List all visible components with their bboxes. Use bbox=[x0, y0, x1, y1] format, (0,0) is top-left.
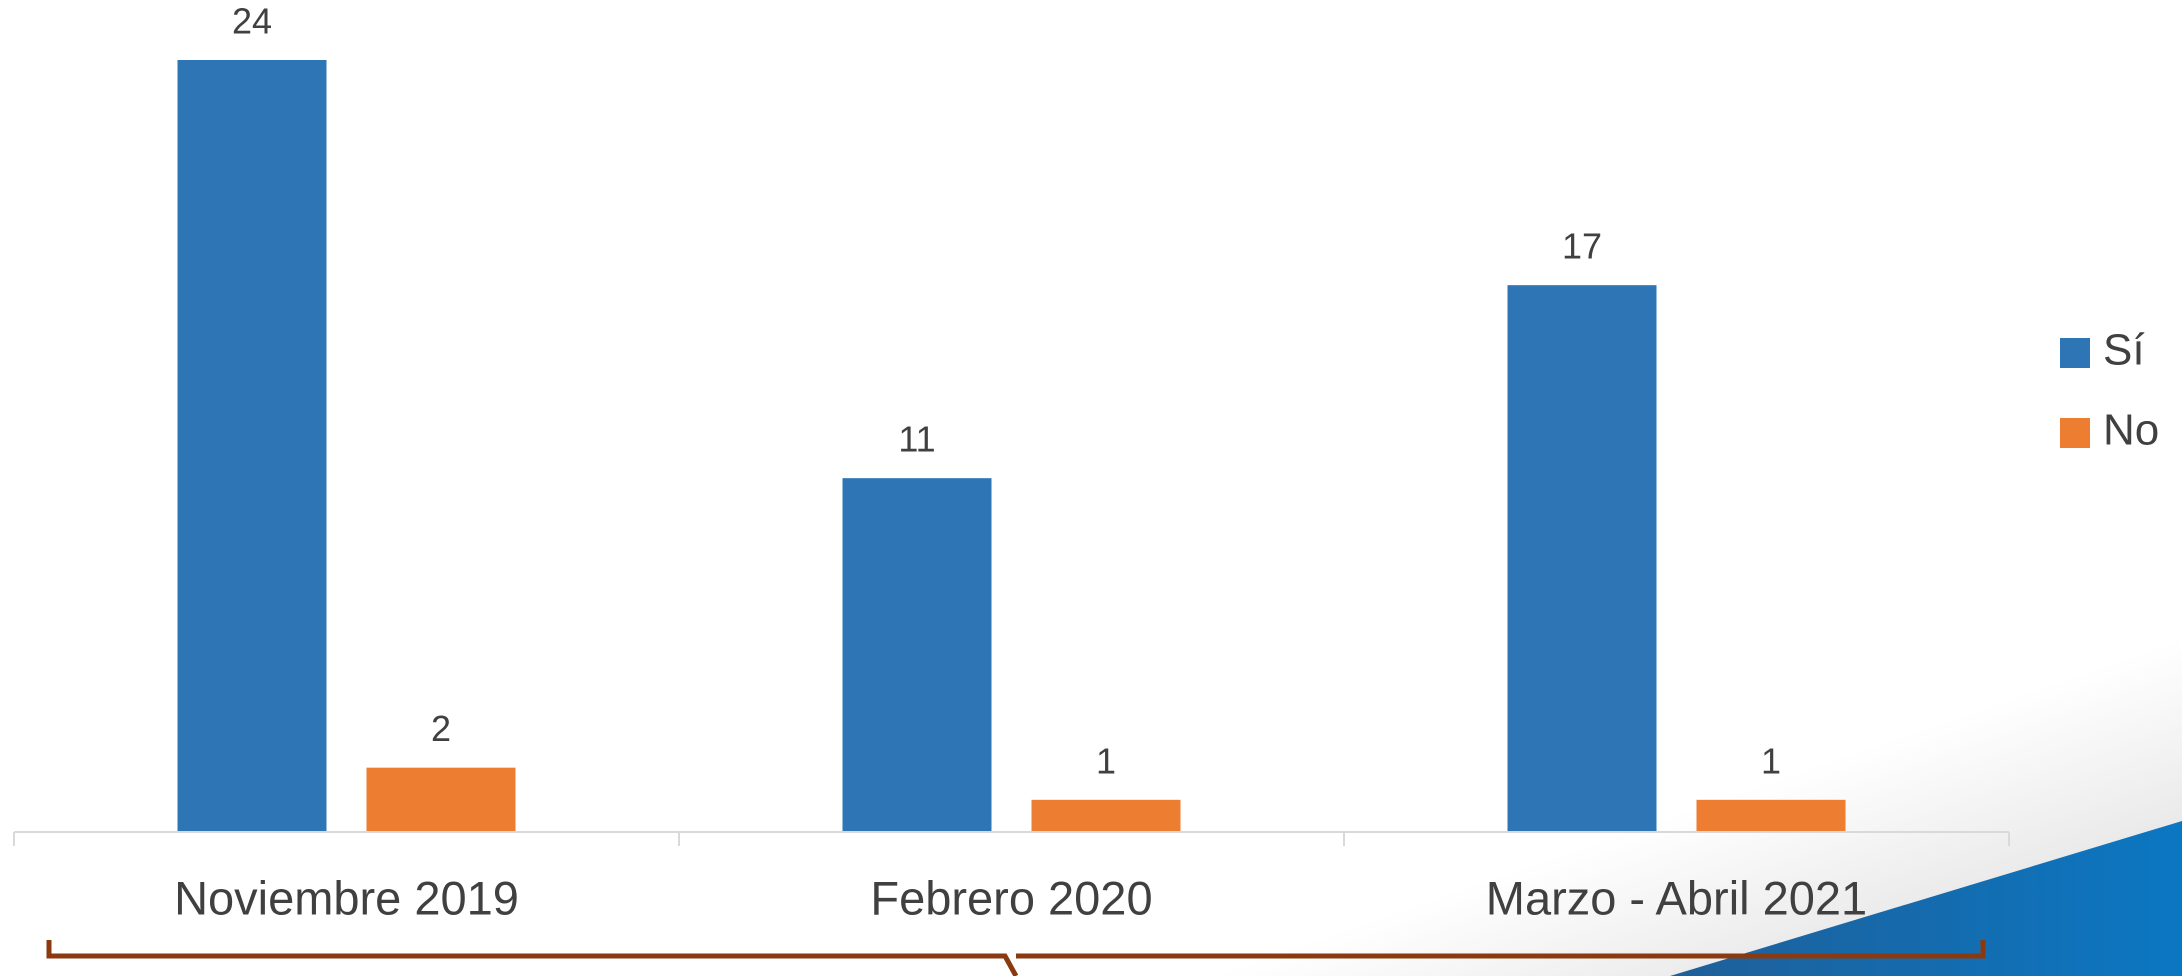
x-tick-label: Noviembre 2019 bbox=[174, 871, 519, 924]
x-tick-label: Marzo - Abril 2021 bbox=[1486, 871, 1867, 924]
bracket bbox=[46, 940, 1986, 976]
value-label: 2 bbox=[431, 708, 451, 749]
bar bbox=[1031, 799, 1181, 832]
value-label: 1 bbox=[1761, 740, 1781, 781]
legend-label: No bbox=[2103, 406, 2159, 455]
value-label: 11 bbox=[898, 419, 935, 460]
x-tick-label: Febrero 2020 bbox=[870, 871, 1152, 924]
value-label: 24 bbox=[232, 1, 272, 42]
decor-swoosh bbox=[1670, 821, 2182, 976]
legend-swatch bbox=[2060, 418, 2090, 448]
bar bbox=[1696, 799, 1846, 832]
bar bbox=[177, 60, 327, 832]
legend-label: Sí bbox=[2103, 326, 2145, 375]
bar bbox=[366, 767, 516, 832]
value-label: 1 bbox=[1096, 740, 1116, 781]
value-label: 17 bbox=[1562, 226, 1602, 267]
bar bbox=[842, 478, 992, 832]
bar bbox=[1507, 285, 1657, 833]
legend-swatch bbox=[2060, 338, 2090, 368]
